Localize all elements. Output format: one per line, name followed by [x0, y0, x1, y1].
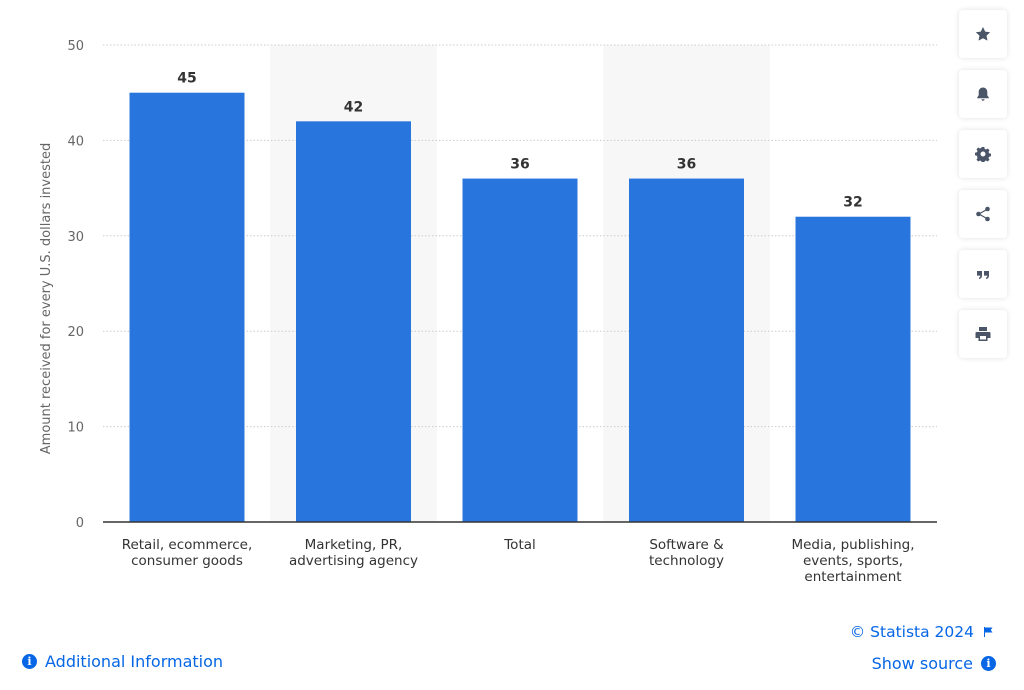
additional-information-link[interactable]: i Additional Information: [22, 652, 223, 671]
info-icon: i: [981, 656, 996, 671]
data-labels: 45 42 36 36 32: [177, 71, 862, 211]
star-icon: [975, 27, 991, 41]
x-axis-labels: Retail, ecommerce, consumer goods Marketin…: [122, 537, 915, 585]
data-label: 45: [177, 71, 196, 87]
copyright-notice[interactable]: © Statista 2024: [850, 623, 994, 641]
bar[interactable]: [129, 92, 245, 522]
bars: [129, 92, 911, 522]
flag-icon: [984, 627, 993, 637]
bar[interactable]: [296, 121, 411, 522]
quote-icon: [977, 271, 989, 279]
y-axis-title: Amount received for every U.S. dollars i…: [39, 143, 54, 454]
y-tick-label: 0: [76, 516, 84, 531]
info-icon: i: [22, 654, 37, 669]
y-tick-label: 30: [67, 230, 84, 245]
data-label: 36: [510, 157, 529, 173]
data-label: 36: [677, 157, 696, 173]
y-tick-label: 40: [67, 134, 84, 149]
share-button[interactable]: [959, 190, 1007, 238]
cite-button[interactable]: [959, 250, 1007, 298]
settings-button[interactable]: [959, 130, 1007, 178]
favorite-button[interactable]: [959, 10, 1007, 58]
y-tick-label: 20: [67, 325, 84, 340]
printer-icon: [975, 327, 991, 341]
bar-chart: 0 10 20 30 40 50 45 42 36 36 32 Retail, ecommerce…: [39, 39, 937, 585]
data-label: 42: [344, 99, 363, 115]
y-tick-label: 10: [67, 421, 84, 436]
share-icon: [976, 206, 990, 222]
data-label: 32: [843, 195, 862, 211]
x-tick-label: Total: [503, 537, 536, 553]
additional-information-label: Additional Information: [45, 652, 224, 671]
x-tick-label: Media, publishing, events, sports, enterta…: [791, 537, 914, 585]
y-axis-ticks: 0 10 20 30 40 50: [67, 39, 84, 531]
bar[interactable]: [462, 178, 578, 522]
bell-icon: [977, 87, 989, 101]
copyright-text: © Statista 2024: [849, 623, 974, 641]
print-button[interactable]: [959, 310, 1007, 358]
x-tick-label: Retail, ecommerce, consumer goods: [122, 537, 253, 569]
bar[interactable]: [795, 216, 911, 522]
show-source-link[interactable]: Show source i: [872, 654, 996, 673]
show-source-label: Show source: [871, 654, 973, 673]
chart-toolbar: [959, 10, 1009, 370]
notification-button[interactable]: [959, 70, 1007, 118]
x-tick-label: Software & technology: [649, 537, 724, 569]
y-tick-label: 50: [67, 39, 84, 54]
bar[interactable]: [629, 178, 744, 522]
x-tick-label: Marketing, PR, advertising agency: [289, 537, 418, 569]
gear-icon: [975, 147, 991, 162]
